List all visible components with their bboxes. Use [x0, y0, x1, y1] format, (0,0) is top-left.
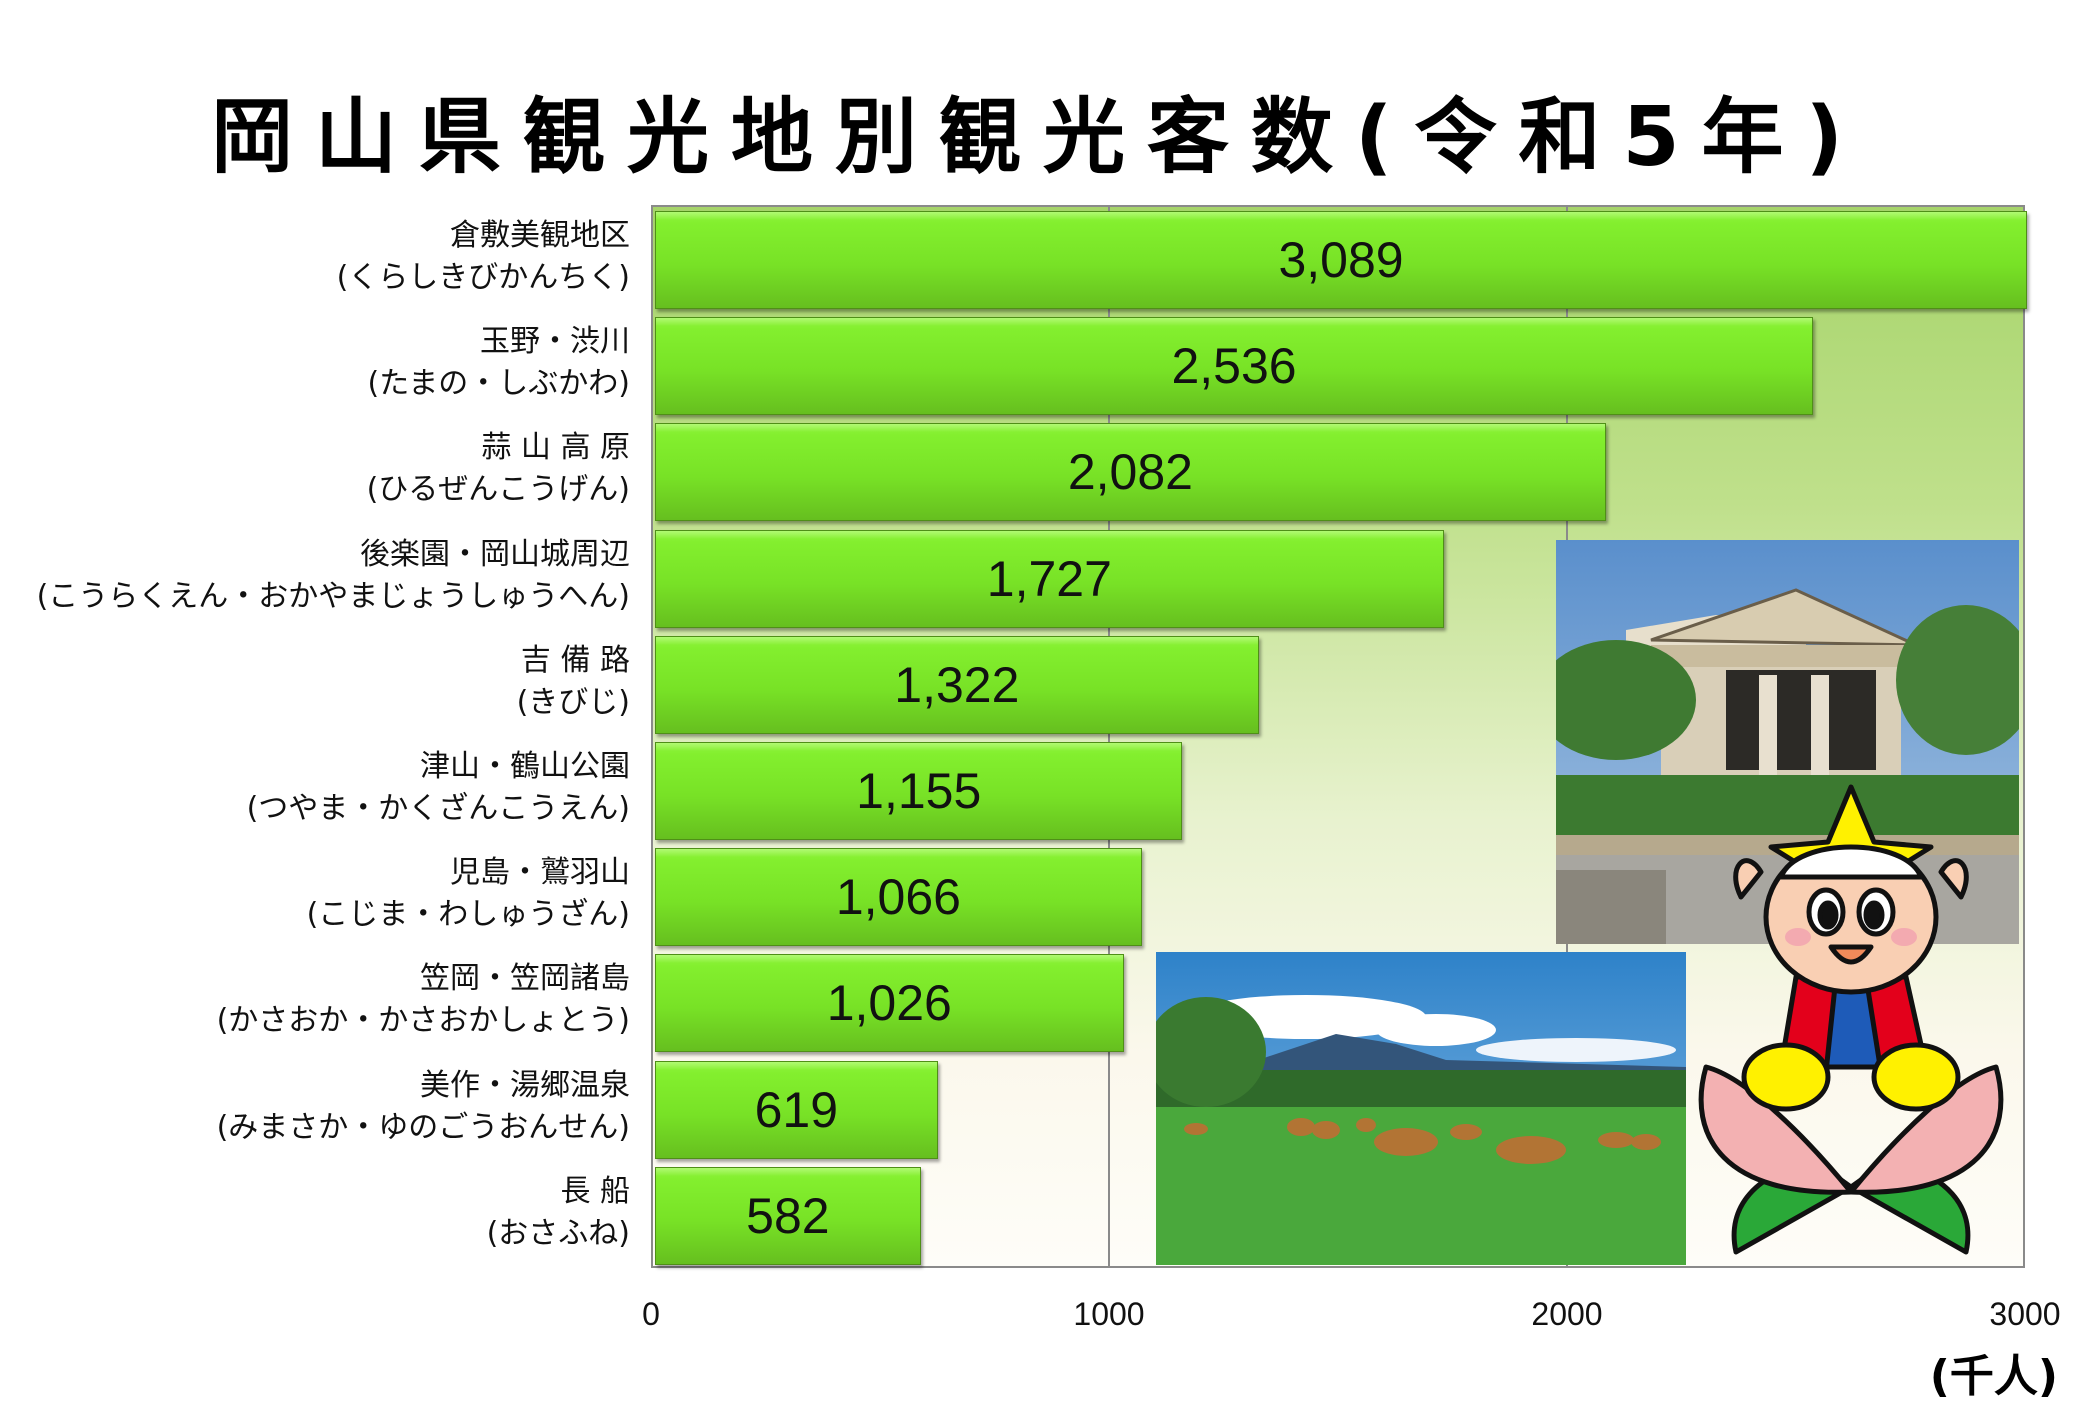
category-reading: (ひるぜんこうげん) — [366, 472, 630, 508]
category-reading: (みまさか・ゆのごうおんせん) — [216, 1109, 630, 1145]
category-label: 津山・鶴山公園 (つやま・かくざんこうえん) — [0, 746, 630, 830]
category-name: 児島・鷲羽山 — [450, 855, 630, 891]
category-label: 長 船 (おさふね) — [0, 1171, 630, 1255]
category-label: 後楽園・岡山城周辺 (こうらくえん・おかやまじょうしゅうへん) — [0, 534, 630, 618]
bar: 1,322 — [655, 635, 1259, 734]
category-name: 玉野・渋川 — [480, 324, 630, 360]
bar-value-label: 3,089 — [1278, 232, 1404, 288]
category-label: 児島・鷲羽山 (こじま・わしゅうざん) — [0, 852, 630, 936]
bar: 1,066 — [655, 848, 1142, 947]
bar-value-label: 582 — [746, 1187, 830, 1244]
plot-area: 582 619 1,026 1,066 1,155 1,322 1,727 2,082 2,53… — [651, 205, 2027, 1268]
category-name: 美作・湯郷温泉 — [420, 1067, 630, 1103]
bar-value-label: 1,155 — [856, 763, 982, 819]
category-reading: (かさおか・かさおかしょとう) — [216, 1003, 630, 1039]
bar: 582 — [655, 1166, 921, 1265]
category-name: 蒜 山 高 原 — [481, 430, 630, 466]
category-name: 後楽園・岡山城周辺 — [360, 536, 630, 572]
bar: 2,536 — [655, 317, 1814, 416]
category-label: 吉 備 路 (きびじ) — [0, 640, 630, 724]
category-reading: (たまの・しぶかわ) — [367, 366, 630, 402]
category-name: 吉 備 路 — [520, 642, 630, 678]
x-tick-2000: 2000 — [1531, 1296, 1603, 1332]
bar: 619 — [655, 1060, 938, 1159]
bar: 2,082 — [655, 423, 1606, 522]
bar: 3,089 — [655, 211, 2027, 309]
category-reading: (つやま・かくざんこうえん) — [246, 791, 630, 826]
category-label: 玉野・渋川 (たまの・しぶかわ) — [0, 321, 630, 405]
category-name: 長 船 — [560, 1173, 630, 1209]
x-tick-0: 0 — [642, 1296, 660, 1332]
category-name: 津山・鶴山公園 — [420, 749, 630, 784]
category-reading: (くらしきびかんちく) — [336, 260, 630, 295]
pasture-photo — [1156, 952, 1686, 1265]
category-label: 笠岡・笠岡諸島 (かさおか・かさおかしょとう) — [0, 958, 630, 1042]
momotaro-mascot — [1686, 777, 2016, 1267]
axis-unit-label: (千人) — [1929, 1351, 2058, 1402]
bar: 1,727 — [655, 529, 1444, 628]
bar-value-label: 2,536 — [1171, 338, 1297, 395]
bar-value-label: 1,322 — [894, 656, 1020, 713]
category-label: 美作・湯郷温泉 (みまさか・ゆのごうおんせん) — [0, 1065, 630, 1149]
x-tick-3000: 3000 — [1989, 1296, 2061, 1332]
bar: 1,155 — [655, 742, 1183, 840]
bar-value-label: 1,026 — [826, 975, 952, 1032]
category-name: 笠岡・笠岡諸島 — [420, 961, 630, 997]
category-name: 倉敷美観地区 — [450, 218, 630, 253]
category-reading: (こじま・わしゅうざん) — [306, 897, 630, 933]
chart-title: 岡山県観光地別観光客数(令和5年) — [210, 90, 1865, 185]
category-label: 倉敷美観地区 (くらしきびかんちく) — [0, 215, 630, 299]
x-tick-1000: 1000 — [1073, 1296, 1145, 1332]
category-reading: (おさふね) — [486, 1215, 630, 1251]
category-label: 蒜 山 高 原 (ひるぜんこうげん) — [0, 427, 630, 511]
category-reading: (きびじ) — [516, 684, 630, 720]
bar-value-label: 1,727 — [986, 550, 1112, 607]
bar-value-label: 1,066 — [835, 869, 961, 926]
category-reading: (こうらくえん・おかやまじょうしゅうへん) — [36, 578, 630, 614]
bar: 1,026 — [655, 954, 1124, 1053]
bar-value-label: 2,082 — [1067, 444, 1193, 501]
gridline-1000 — [1108, 207, 1110, 1266]
bar-value-label: 619 — [754, 1081, 839, 1138]
